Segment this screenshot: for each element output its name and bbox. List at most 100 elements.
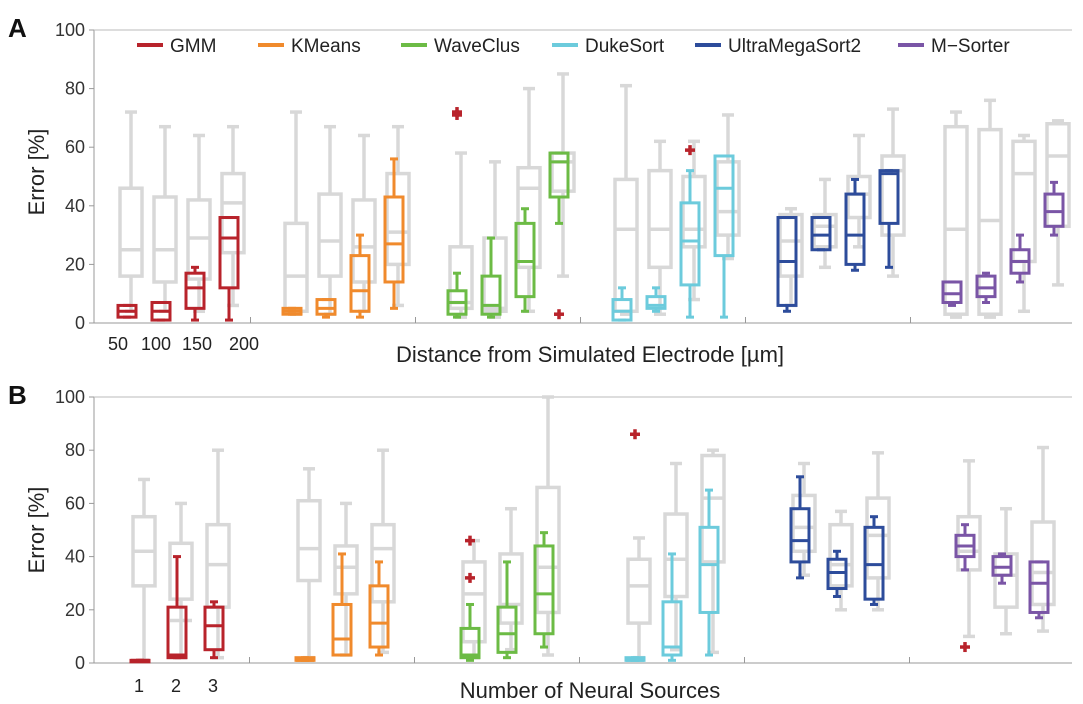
y-tick-label: 60 (65, 137, 85, 157)
box-waveclus (480, 236, 502, 319)
box-rect (459, 626, 481, 660)
reference-box-rect (220, 171, 246, 255)
reference-box (812, 177, 838, 270)
box-ultramegasort2 (844, 177, 866, 272)
reference-box-rect (118, 186, 144, 278)
box-gmm (150, 300, 172, 322)
reference-box (370, 448, 396, 655)
outlier-marker (685, 145, 695, 156)
reference-box (613, 83, 639, 316)
y-tick-label: 20 (65, 254, 85, 274)
group-waveclus (459, 395, 561, 662)
box-dukesort (645, 286, 667, 313)
reference-box (943, 110, 969, 319)
panel-a-x-axis-label: Distance from Simulated Electrode [µm] (396, 342, 784, 367)
y-tick-label: 40 (65, 196, 85, 216)
box-ultramegasort2 (826, 549, 848, 598)
box-rect (383, 195, 405, 284)
box-ultramegasort2 (776, 216, 798, 313)
legend-label: GMM (170, 36, 216, 57)
box-kmeans (315, 298, 337, 319)
reference-box (1011, 133, 1037, 314)
box-rect (844, 192, 866, 266)
box-rect (645, 295, 667, 310)
y-tick-label: 20 (65, 600, 85, 620)
outlier-marker (960, 642, 970, 653)
reference-box-rect (681, 174, 707, 249)
reference-box-rect (370, 522, 396, 604)
reference-box-rect (880, 154, 906, 237)
reference-box (977, 98, 1003, 319)
outlier-marker (630, 429, 640, 440)
condition-tick-label: 3 (208, 676, 218, 696)
y-tick-label: 100 (55, 20, 85, 40)
reference-box-rect (283, 221, 309, 314)
reference-box (956, 459, 982, 639)
group-gmm (129, 448, 231, 664)
reference-box-rect (647, 168, 673, 270)
box-rect (679, 201, 701, 287)
box-gmm (218, 216, 240, 322)
legend-item-m-sorter: M−Sorter (898, 36, 1010, 57)
y-tick-label: 40 (65, 547, 85, 567)
box-rect (533, 544, 555, 636)
legend-label: KMeans (291, 36, 361, 57)
box-rect (789, 507, 811, 564)
reference-box (152, 124, 178, 314)
outlier-marker (554, 309, 564, 320)
box-kmeans (383, 157, 405, 310)
reference-box-rect (812, 212, 838, 249)
condition-tick-label: 2 (171, 676, 181, 696)
reference-box-rect (296, 498, 322, 583)
legend-item-dukesort: DukeSort (552, 36, 665, 57)
group-kmeans (281, 110, 411, 319)
panel-b-plot-area (129, 395, 1056, 664)
y-tick-label: 80 (65, 440, 85, 460)
box-gmm (184, 265, 206, 322)
reference-box-rect (385, 171, 411, 267)
reference-box-rect (778, 212, 804, 278)
box-dukesort (624, 656, 646, 662)
box-m-sorter (991, 552, 1013, 585)
reference-box-rect (498, 552, 524, 625)
panel-a-y-axis-label: Error [%] (24, 129, 49, 216)
box-waveclus (533, 531, 555, 649)
box-rect (349, 254, 371, 313)
reference-box (351, 133, 377, 314)
legend: GMM KMeans WaveClus DukeSort UltraMegaSort2 M… (137, 36, 1010, 57)
reference-box-rect (1011, 139, 1037, 264)
box-ultramegasort2 (878, 169, 900, 269)
panel-b-y-axis-label: Error [%] (24, 487, 49, 574)
reference-box-rect (448, 245, 474, 311)
reference-box-rect (828, 522, 854, 588)
panel-b-axes: 0 20 40 60 80 100 1 2 3 (55, 387, 1072, 696)
box-rect (203, 605, 225, 652)
reference-box (715, 113, 741, 261)
reference-box (626, 536, 652, 660)
box-waveclus (514, 207, 536, 313)
condition-tick-label: 1 (134, 676, 144, 696)
reference-box (131, 477, 157, 663)
box-kmeans (294, 656, 316, 662)
box-ultramegasort2 (810, 216, 832, 252)
box-rect (878, 169, 900, 225)
group-gmm (116, 110, 246, 322)
panel-letter-a: A (8, 13, 27, 43)
reference-box-rect (168, 541, 194, 601)
outlier-marker (465, 572, 475, 583)
reference-box-rect (461, 560, 487, 644)
group-ultramegasort2 (789, 451, 891, 612)
legend-label: UltraMegaSort2 (728, 36, 861, 57)
box-rect (368, 584, 390, 649)
group-dukesort (611, 83, 741, 322)
group-m-sorter (954, 445, 1056, 653)
box-m-sorter (975, 271, 997, 304)
box-kmeans (349, 233, 371, 319)
box-rect (218, 216, 240, 290)
reference-box-rect (351, 198, 377, 284)
box-m-sorter (954, 523, 976, 572)
y-tick-label: 0 (75, 313, 85, 333)
reference-box-rect (152, 195, 178, 284)
group-waveclus (446, 72, 576, 320)
